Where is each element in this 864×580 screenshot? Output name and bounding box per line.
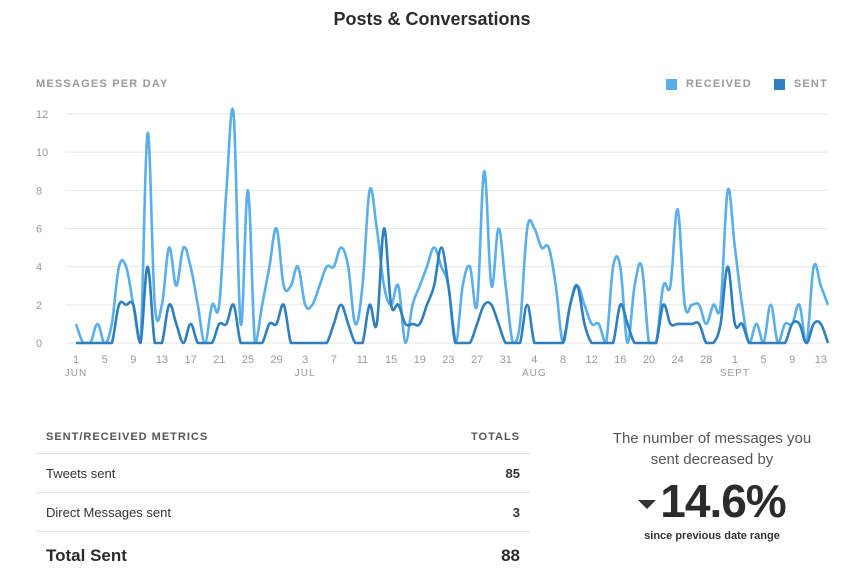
- x-tick-label: 19: [414, 354, 426, 366]
- x-tick-label: 11: [357, 354, 368, 366]
- y-axis-label: MESSAGES PER DAY: [36, 78, 169, 90]
- y-tick-label: 4: [36, 262, 42, 274]
- month-label: AUG: [522, 368, 547, 379]
- x-tick-label: 21: [213, 354, 225, 366]
- x-tick-label: 29: [270, 354, 282, 366]
- y-tick-label: 12: [36, 109, 48, 121]
- x-tick-label: 13: [815, 354, 827, 366]
- total-label: Total Sent: [46, 546, 127, 565]
- legend-item-sent[interactable]: SENT: [773, 78, 828, 90]
- x-tick-label: 8: [560, 354, 566, 366]
- callout-subtext: since previous date range: [644, 530, 780, 542]
- month-label: JUL: [295, 368, 316, 379]
- x-tick-label: 15: [385, 354, 397, 366]
- metrics-header-row: SENT/RECEIVED METRICS TOTALS: [36, 420, 530, 454]
- total-value: 88: [501, 546, 520, 565]
- total-row: Total Sent 88: [36, 532, 530, 580]
- metrics-header-label: SENT/RECEIVED METRICS: [46, 430, 209, 443]
- callout-text-line1: The number of messages you: [612, 430, 812, 447]
- x-tick-label: 24: [671, 354, 683, 366]
- change-callout: The number of messages you sent decrease…: [594, 428, 830, 542]
- x-tick-label: 31: [500, 354, 512, 366]
- callout-value-line: 14.6%: [594, 474, 830, 528]
- callout-percentage: 14.6%: [660, 475, 786, 527]
- series-line-sent: [76, 227, 830, 345]
- x-tick-label: 13: [156, 354, 168, 366]
- x-tick-label: 5: [102, 354, 108, 366]
- x-tick-label: 27: [471, 354, 483, 366]
- x-tick-label: 9: [130, 354, 136, 366]
- x-tick-label: 1: [732, 354, 738, 366]
- month-label: SEPT: [720, 368, 750, 379]
- y-tick-label: 2: [36, 300, 42, 312]
- chart-legend: RECEIVED SENT: [644, 78, 828, 90]
- x-tick-label: 23: [442, 354, 454, 366]
- legend-swatch-sent: [773, 78, 785, 90]
- legend-swatch-received: [666, 78, 678, 90]
- callout-text-line2: sent decreased by: [650, 451, 774, 468]
- table-row: Tweets sent 85: [36, 454, 530, 493]
- x-tick-label: 20: [643, 354, 655, 366]
- x-tick-label: 28: [700, 354, 712, 366]
- x-tick-label: 17: [184, 354, 196, 366]
- month-label: JUN: [65, 368, 87, 379]
- decrease-arrow-icon: [638, 499, 657, 509]
- x-tick-label: 16: [614, 354, 626, 366]
- page-title: Posts & Conversations: [333, 9, 531, 29]
- x-tick-label: 1: [73, 354, 79, 366]
- x-tick-label: 9: [789, 354, 795, 366]
- metric-label: Tweets sent: [46, 465, 116, 481]
- y-tick-label: 10: [36, 147, 48, 159]
- x-tick-label: 4: [531, 354, 537, 366]
- x-tick-label: 25: [242, 354, 254, 366]
- metric-value: 85: [505, 465, 520, 481]
- metric-label: Direct Messages sent: [46, 504, 171, 520]
- x-tick-label: 12: [586, 354, 598, 366]
- table-row: Direct Messages sent 3: [36, 493, 530, 532]
- metrics-table: SENT/RECEIVED METRICS TOTALS Tweets sent…: [36, 420, 530, 580]
- legend-item-received[interactable]: RECEIVED: [666, 78, 752, 90]
- x-tick-label: 7: [331, 354, 337, 366]
- legend-label-sent: SENT: [793, 78, 828, 90]
- y-tick-label: 8: [36, 185, 42, 197]
- x-tick-label: 5: [760, 354, 766, 366]
- y-tick-label: 6: [36, 224, 42, 236]
- metrics-header-totals: TOTALS: [471, 430, 520, 443]
- x-tick-label: 3: [302, 354, 308, 366]
- metric-value: 3: [512, 504, 520, 520]
- y-tick-label: 0: [36, 338, 42, 350]
- legend-label-received: RECEIVED: [686, 78, 752, 90]
